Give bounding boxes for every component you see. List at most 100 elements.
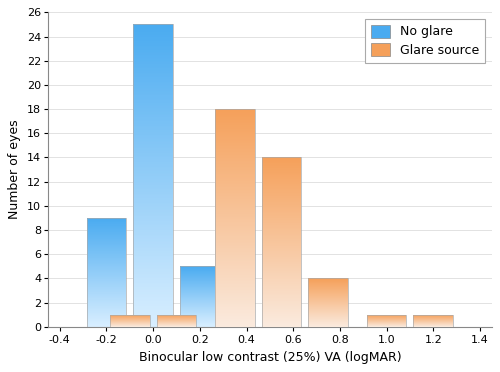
Bar: [262, 317, 302, 318]
Bar: [262, 326, 302, 327]
Bar: [134, 76, 173, 77]
Bar: [215, 194, 254, 195]
Bar: [215, 128, 254, 129]
Bar: [262, 172, 302, 173]
Bar: [134, 68, 173, 70]
Bar: [134, 106, 173, 108]
Bar: [262, 199, 302, 200]
Bar: [215, 171, 254, 172]
Bar: [86, 225, 126, 226]
Bar: [262, 256, 302, 257]
Bar: [262, 211, 302, 212]
Bar: [134, 201, 173, 203]
Bar: [215, 308, 254, 310]
Bar: [262, 174, 302, 175]
Bar: [134, 56, 173, 58]
Bar: [215, 257, 254, 258]
Bar: [134, 319, 173, 321]
Bar: [86, 224, 126, 225]
Bar: [215, 286, 254, 288]
Bar: [262, 238, 302, 239]
Bar: [215, 134, 254, 135]
Bar: [134, 248, 173, 250]
Bar: [134, 217, 173, 218]
Bar: [215, 197, 254, 198]
Bar: [262, 219, 302, 220]
Bar: [215, 141, 254, 142]
Bar: [262, 157, 302, 327]
Bar: [86, 220, 126, 221]
Bar: [134, 313, 173, 315]
Bar: [134, 301, 173, 302]
Bar: [86, 301, 126, 302]
Bar: [262, 184, 302, 185]
Bar: [215, 315, 254, 316]
Bar: [262, 194, 302, 195]
Bar: [262, 314, 302, 315]
Bar: [262, 204, 302, 205]
Bar: [215, 158, 254, 159]
Bar: [215, 204, 254, 205]
Bar: [215, 290, 254, 291]
Bar: [262, 160, 302, 161]
Bar: [215, 120, 254, 121]
Bar: [134, 211, 173, 212]
Bar: [262, 276, 302, 277]
Bar: [215, 228, 254, 229]
Bar: [134, 64, 173, 65]
Bar: [414, 315, 453, 327]
Bar: [215, 168, 254, 169]
Bar: [215, 186, 254, 187]
Bar: [262, 296, 302, 297]
Bar: [262, 247, 302, 248]
Bar: [134, 110, 173, 112]
Bar: [215, 119, 254, 120]
Bar: [262, 171, 302, 172]
Bar: [86, 309, 126, 310]
Bar: [134, 108, 173, 109]
Bar: [134, 295, 173, 296]
Bar: [86, 231, 126, 232]
Bar: [215, 317, 254, 318]
Bar: [215, 155, 254, 156]
Bar: [134, 204, 173, 206]
Bar: [134, 67, 173, 68]
Bar: [215, 220, 254, 221]
Bar: [262, 230, 302, 231]
Bar: [134, 35, 173, 36]
Bar: [215, 133, 254, 134]
Bar: [262, 181, 302, 182]
Bar: [262, 162, 302, 163]
Bar: [215, 319, 254, 320]
Bar: [215, 269, 254, 270]
Bar: [134, 49, 173, 50]
Bar: [134, 151, 173, 153]
Bar: [262, 239, 302, 240]
Bar: [215, 238, 254, 240]
Bar: [86, 293, 126, 294]
Bar: [262, 179, 302, 180]
Bar: [134, 103, 173, 105]
Bar: [262, 253, 302, 254]
Bar: [86, 315, 126, 316]
Bar: [134, 225, 173, 227]
Bar: [134, 231, 173, 233]
Bar: [215, 225, 254, 227]
Bar: [215, 109, 254, 110]
Bar: [262, 209, 302, 210]
Bar: [134, 117, 173, 118]
Bar: [86, 250, 126, 251]
Bar: [262, 311, 302, 312]
Bar: [215, 320, 254, 321]
Bar: [215, 231, 254, 232]
Bar: [215, 233, 254, 234]
Bar: [134, 138, 173, 140]
Bar: [134, 156, 173, 157]
Bar: [86, 263, 126, 264]
Bar: [262, 226, 302, 227]
Bar: [134, 94, 173, 96]
Bar: [215, 271, 254, 272]
Bar: [134, 282, 173, 283]
Bar: [134, 219, 173, 221]
Bar: [134, 65, 173, 67]
